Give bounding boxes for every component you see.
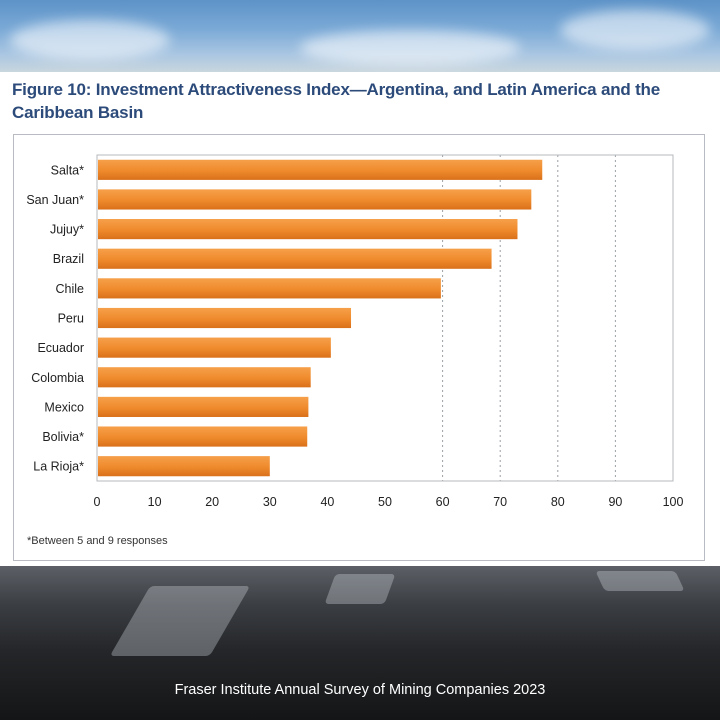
top-banner-photo <box>0 0 720 72</box>
chart-frame <box>13 134 705 561</box>
footer-caption: Fraser Institute Annual Survey of Mining… <box>174 682 546 698</box>
figure-title: Figure 10: Investment Attractiveness Ind… <box>12 80 660 122</box>
footnote: *Between 5 and 9 responses <box>27 535 168 547</box>
bottom-banner-photo <box>0 566 720 720</box>
